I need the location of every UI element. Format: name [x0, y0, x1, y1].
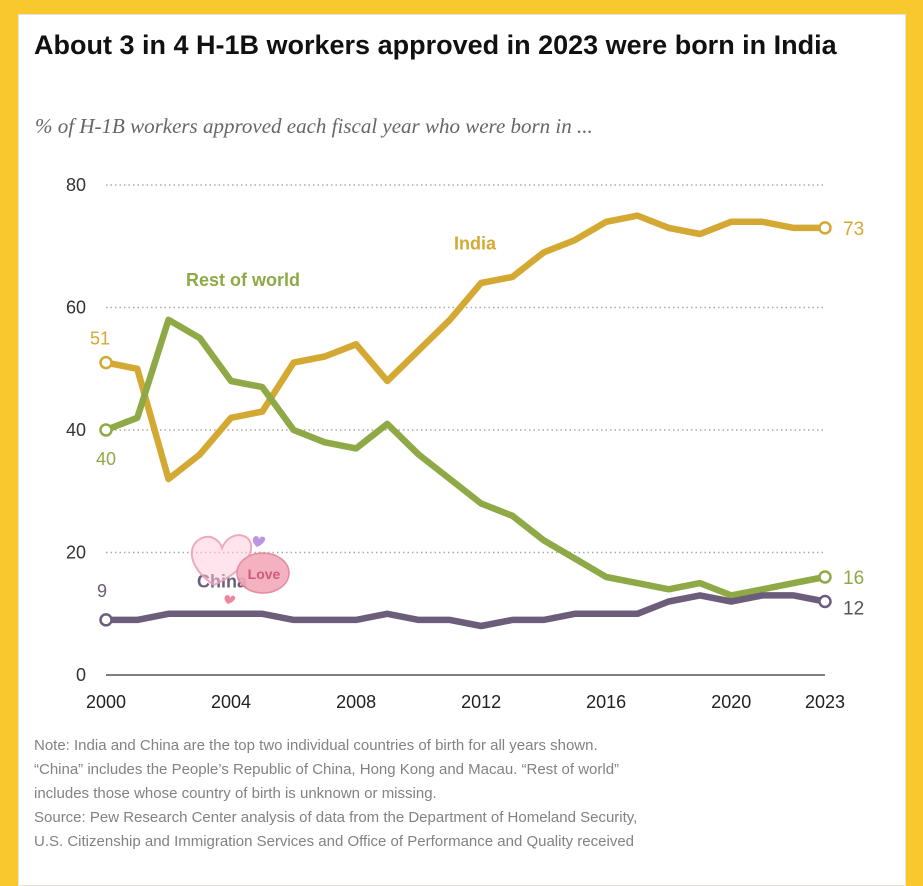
- y-tick-label: 40: [66, 420, 86, 440]
- series-name-label: India: [454, 233, 497, 253]
- x-tick-label: 2008: [336, 692, 376, 712]
- end-point-marker: [818, 594, 832, 609]
- source-line: U.S. Citizenship and Immigration Service…: [34, 833, 634, 850]
- love-bubble: [236, 552, 290, 594]
- y-tick-label: 20: [66, 543, 86, 563]
- tiny-heart-icon: [224, 595, 236, 604]
- x-axis-ticks: 2000 2004 2008 2012 2016 2020 2023: [86, 692, 845, 712]
- chart-subtitle: % of H-1B workers approved each fiscal y…: [35, 114, 593, 138]
- series-name-label: Rest of world: [186, 270, 300, 290]
- start-value-label: 40: [96, 449, 116, 469]
- chart-card: [18, 14, 906, 886]
- start-point-marker: [99, 423, 113, 437]
- source-line: Source: Pew Research Center analysis of …: [34, 809, 638, 826]
- series-line-india: [102, 212, 829, 483]
- start-value-label: 9: [97, 581, 107, 601]
- note-line: includes those whose country of birth is…: [34, 785, 437, 802]
- end-point-marker: [818, 570, 832, 584]
- series-line-china: [102, 592, 829, 630]
- x-tick-label: 2023: [805, 692, 845, 712]
- chart-title: About 3 in 4 H-1B workers approved in 20…: [34, 30, 837, 60]
- note-line: Note: India and China are the top two in…: [34, 737, 598, 754]
- heart-outline-icon: [190, 534, 253, 587]
- y-tick-label: 80: [66, 175, 86, 195]
- x-tick-label: 2016: [586, 692, 626, 712]
- start-point-marker: [99, 355, 113, 370]
- end-point-marker: [818, 221, 832, 235]
- end-value-label: 12: [843, 599, 864, 620]
- series-lines: [99, 212, 832, 630]
- start-point-marker: [99, 613, 113, 627]
- end-value-label: 16: [843, 568, 864, 589]
- y-tick-label: 60: [66, 298, 86, 318]
- x-tick-label: 2004: [211, 692, 251, 712]
- heart-sticker: Love: [190, 534, 290, 604]
- y-axis-ticks: 0 20 40 60 80: [66, 175, 86, 685]
- chart-notes: Note: India and China are the top two in…: [34, 734, 874, 854]
- note-line: “China” includes the People’s Republic o…: [34, 761, 620, 778]
- grid-lines: [106, 184, 825, 676]
- x-tick-label: 2000: [86, 692, 126, 712]
- y-tick-label: 0: [76, 665, 86, 685]
- start-value-label: 51: [90, 329, 110, 349]
- end-value-label: 73: [843, 219, 864, 240]
- x-tick-label: 2020: [711, 692, 751, 712]
- x-tick-label: 2012: [461, 692, 501, 712]
- series-line-rest-of-world: [102, 316, 829, 599]
- sticker-love-text: Love: [248, 566, 281, 582]
- small-heart-icon: [252, 536, 266, 547]
